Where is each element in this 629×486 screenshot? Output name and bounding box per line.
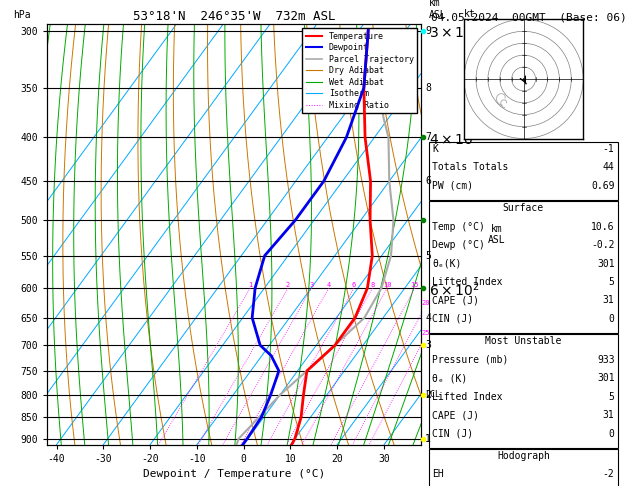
- Text: 15: 15: [411, 282, 419, 288]
- Text: 4: 4: [425, 312, 431, 323]
- Text: 44: 44: [603, 162, 615, 173]
- Text: Dewp (°C): Dewp (°C): [432, 240, 485, 250]
- Text: 25: 25: [422, 330, 430, 335]
- Text: 2: 2: [286, 282, 290, 288]
- Legend: Temperature, Dewpoint, Parcel Trajectory, Dry Adiabat, Wet Adiabat, Isotherm, Mi: Temperature, Dewpoint, Parcel Trajectory…: [303, 29, 417, 113]
- Text: K: K: [432, 144, 438, 154]
- Text: Lifted Index: Lifted Index: [432, 392, 503, 402]
- Y-axis label: km
ASL: km ASL: [487, 224, 505, 245]
- Text: CIN (J): CIN (J): [432, 314, 473, 324]
- Text: 9: 9: [425, 26, 431, 35]
- Text: -1: -1: [603, 144, 615, 154]
- Text: 5: 5: [609, 277, 615, 287]
- Text: 5: 5: [609, 392, 615, 402]
- Text: 1: 1: [248, 282, 252, 288]
- Text: 3: 3: [425, 340, 431, 350]
- Text: -2: -2: [603, 469, 615, 480]
- Text: 6: 6: [425, 176, 431, 186]
- Text: 31: 31: [603, 410, 615, 420]
- Text: 4: 4: [326, 282, 331, 288]
- Text: 10: 10: [383, 282, 391, 288]
- Text: 933: 933: [597, 355, 615, 365]
- Text: Hodograph: Hodograph: [497, 451, 550, 461]
- Text: EH: EH: [432, 469, 444, 480]
- Text: -0.2: -0.2: [591, 240, 615, 250]
- Text: PW (cm): PW (cm): [432, 181, 473, 191]
- Text: Temp (°C): Temp (°C): [432, 222, 485, 232]
- X-axis label: Dewpoint / Temperature (°C): Dewpoint / Temperature (°C): [143, 469, 325, 479]
- Text: 8: 8: [425, 83, 431, 93]
- Text: km
ASL: km ASL: [429, 0, 447, 20]
- Text: LCL: LCL: [426, 390, 440, 399]
- Text: 0: 0: [609, 429, 615, 439]
- Text: 31: 31: [603, 295, 615, 306]
- Text: 2: 2: [425, 390, 431, 400]
- Text: Totals Totals: Totals Totals: [432, 162, 508, 173]
- Text: CAPE (J): CAPE (J): [432, 295, 479, 306]
- Text: hPa: hPa: [13, 10, 31, 20]
- Text: 5: 5: [425, 251, 431, 260]
- Title: 53°18'N  246°35'W  732m ASL: 53°18'N 246°35'W 732m ASL: [133, 10, 335, 23]
- Text: 3: 3: [309, 282, 314, 288]
- Text: θₑ (K): θₑ (K): [432, 373, 467, 383]
- Text: 6: 6: [352, 282, 356, 288]
- Text: θₑ(K): θₑ(K): [432, 259, 462, 269]
- Text: 1: 1: [425, 434, 431, 444]
- Text: 0: 0: [609, 314, 615, 324]
- Text: Lifted Index: Lifted Index: [432, 277, 503, 287]
- Text: 301: 301: [597, 259, 615, 269]
- Text: Most Unstable: Most Unstable: [485, 336, 562, 347]
- Text: 20: 20: [421, 300, 430, 306]
- Text: 7: 7: [425, 132, 431, 142]
- Text: Pressure (mb): Pressure (mb): [432, 355, 508, 365]
- Text: CIN (J): CIN (J): [432, 429, 473, 439]
- Text: 301: 301: [597, 373, 615, 383]
- Text: 04.05.2024  00GMT  (Base: 06): 04.05.2024 00GMT (Base: 06): [431, 12, 626, 22]
- Text: 0.69: 0.69: [591, 181, 615, 191]
- Text: CAPE (J): CAPE (J): [432, 410, 479, 420]
- Text: 8: 8: [370, 282, 375, 288]
- Text: 10.6: 10.6: [591, 222, 615, 232]
- Text: kt: kt: [464, 9, 476, 19]
- Text: Surface: Surface: [503, 203, 544, 213]
